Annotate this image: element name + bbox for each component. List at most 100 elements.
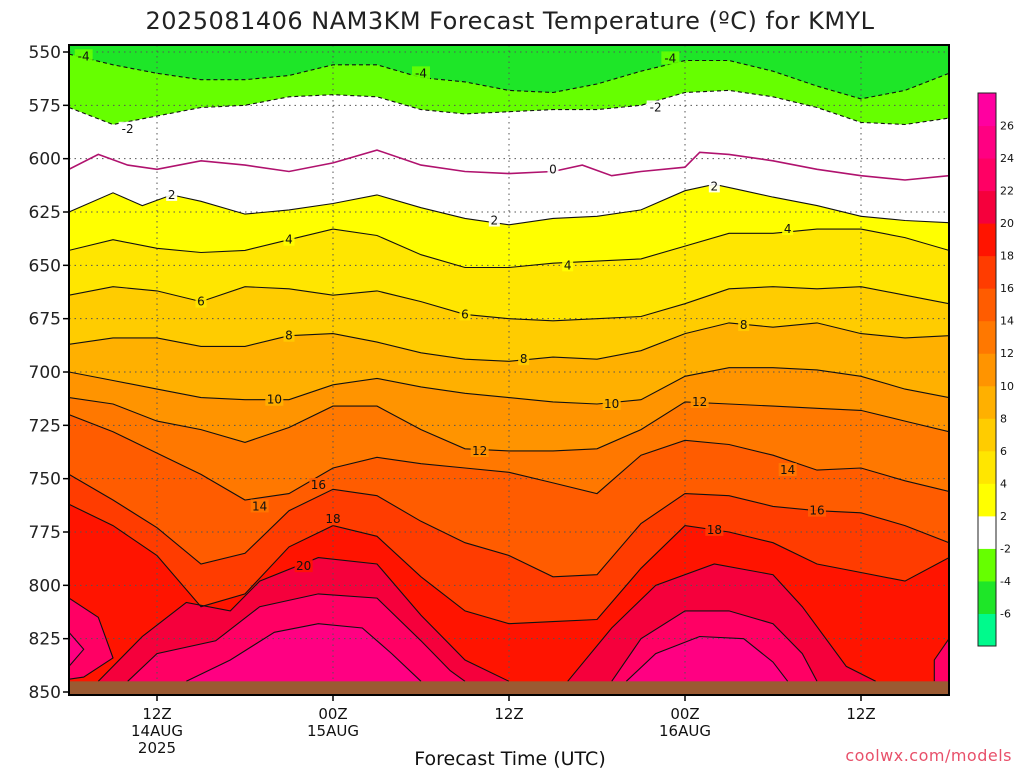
isotherm-6-5 [69, 286, 949, 322]
x-tick-label: 12Z [846, 705, 875, 723]
y-tick-label-600: 600 [29, 150, 61, 170]
isotherm-label: 4 [784, 222, 792, 236]
isotherm-label-bg [661, 51, 680, 65]
isotherm-label: -2 [122, 122, 134, 136]
isotherm-label: 2 [491, 214, 499, 228]
isotherm-label-bg [324, 512, 342, 526]
colorbar-swatch [978, 450, 996, 484]
isotherm-label: 12 [472, 444, 487, 458]
colorbar-swatch [978, 158, 996, 192]
isotherm-16-10 [69, 473, 949, 578]
band-warm-24 [69, 632, 84, 695]
y-tick-label-550: 550 [29, 43, 61, 63]
y-tick-label-625: 625 [29, 203, 61, 223]
x-tick-label: 15AUG [307, 722, 359, 740]
y-tick-label-650: 650 [29, 256, 61, 276]
isotherm-label: -4 [78, 49, 90, 63]
y-tick-label-850: 850 [29, 683, 61, 703]
isotherm-label: 2 [711, 179, 719, 193]
colorbar-label-4: 4 [1000, 477, 1007, 490]
colorbar-label--6: -6 [1000, 607, 1011, 620]
isotherm-22-18 [69, 597, 114, 680]
isotherm-label: 6 [461, 307, 469, 321]
band-warm-24 [186, 623, 421, 695]
y-tick-label-825: 825 [29, 630, 61, 650]
isotherm--4-0 [69, 53, 949, 100]
y-axis: 550 575 600 625 650 675 700 725 750 775 800 825 850 [29, 43, 69, 703]
isotherm-label-bg [708, 179, 720, 193]
isotherm-label-bg [118, 121, 137, 135]
isotherm-label: 14 [252, 499, 267, 513]
isotherm-14-9 [69, 414, 949, 501]
isotherm-label-bg [283, 232, 295, 246]
isotherm-10-7 [69, 367, 949, 405]
isotherm-label: 4 [285, 233, 293, 247]
isotherm-label-bg [705, 522, 724, 536]
credit-text: coolwx.com/models [845, 746, 1012, 765]
isotherm-4-4 [69, 228, 949, 269]
colorbar-swatch [978, 190, 996, 224]
x-tick-label: 16AUG [659, 722, 711, 740]
isotherm-22-15 [611, 610, 818, 682]
isotherm-label: -4 [664, 51, 676, 65]
isotherm-labels: -4 -4 -4 -2 -2 0 2 2 2 4 4 4 6 6 8 8 8 10 10 12 12 14 14 16 16 18… [74, 49, 826, 573]
isotherm-label: 8 [285, 329, 293, 343]
band-warm-24 [626, 636, 788, 695]
colorbar-swatch [978, 548, 996, 582]
colorbar-label--4: -4 [1000, 575, 1011, 588]
colorbar-label-18: 18 [1000, 250, 1014, 263]
isotherm-label-bg [250, 499, 269, 513]
colorbar-swatch [978, 93, 996, 127]
colorbar-swatch [978, 483, 996, 517]
colorbar-label-26: 26 [1000, 120, 1014, 133]
isotherm-0-2 [69, 149, 949, 181]
isotherm-label-bg [646, 100, 665, 114]
isotherm-label-bg [602, 397, 621, 410]
isotherm-label: -4 [415, 66, 427, 80]
colorbar-label-14: 14 [1000, 315, 1014, 328]
isotherm-label-bg [808, 503, 826, 517]
isotherm-label-bg [562, 258, 574, 272]
colorbar-label-8: 8 [1000, 412, 1007, 425]
isotherm-label: -2 [650, 100, 662, 114]
isotherm-24-19 [69, 631, 85, 667]
isotherm-18-11 [69, 503, 949, 625]
colorbar-label-22: 22 [1000, 185, 1014, 198]
x-tick-label: 2025 [138, 739, 176, 757]
x-tick-label: 12Z [494, 705, 523, 723]
colorbar-label-10: 10 [1000, 380, 1014, 393]
isotherm-22-20 [933, 638, 949, 682]
isotherm-label: 20 [296, 559, 311, 573]
colorbar-swatch [978, 613, 996, 647]
ground-fill [69, 681, 949, 695]
isotherm-label: 6 [197, 295, 205, 309]
colorbar-label-6: 6 [1000, 445, 1007, 458]
isotherm-label-bg [74, 49, 93, 63]
y-tick-label-800: 800 [29, 576, 61, 596]
isotherm-label: 4 [564, 258, 572, 272]
isotherm-label-bg [782, 222, 794, 236]
colorbar-swatch [978, 255, 996, 289]
x-tick-label: 12Z [142, 705, 171, 723]
colorbar-frame [977, 92, 997, 647]
y-tick-label-575: 575 [29, 96, 61, 116]
colorbar-swatch [978, 125, 996, 159]
isotherm-24-16 [186, 623, 422, 682]
isotherm-label: 8 [740, 318, 748, 332]
isotherm-label: 18 [325, 512, 340, 526]
isotherm-label-bg [294, 559, 313, 573]
isotherm-label-bg [738, 318, 750, 332]
isotherm-12-8 [69, 397, 949, 452]
x-tick-label: 14AUG [131, 722, 183, 740]
x-tick-label: 00Z [670, 705, 699, 723]
isotherm-label-bg [459, 307, 471, 321]
colorbar-swatch [978, 580, 996, 614]
isotherm-label-bg [518, 352, 530, 366]
isotherm-label: 10 [604, 397, 619, 411]
y-tick-label-750: 750 [29, 470, 61, 490]
isotherm-label-bg [166, 187, 178, 201]
isotherm-label: 12 [692, 395, 707, 409]
